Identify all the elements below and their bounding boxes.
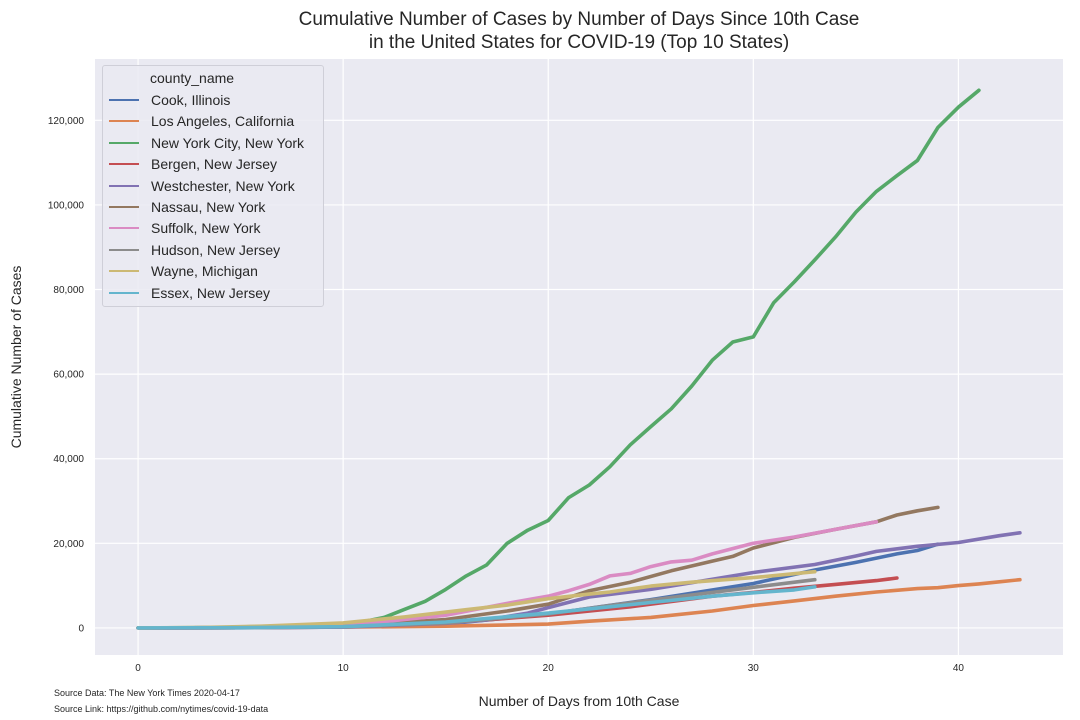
legend-swatch	[109, 206, 139, 208]
y-tick-label: 100,000	[48, 200, 85, 211]
legend-label: Hudson, New Jersey	[151, 241, 281, 258]
legend-swatch	[109, 291, 139, 294]
legend-swatch	[109, 163, 139, 166]
legend-item: Hudson, New Jersey	[109, 240, 280, 260]
series-line-new-york-city-new-york	[136, 88, 981, 630]
legend-item: Westchester, New York	[109, 176, 295, 196]
legend-swatch	[109, 248, 139, 251]
legend-title: county_name	[150, 70, 235, 86]
y-tick-label: 0	[78, 623, 84, 634]
y-tick-label: 40,000	[53, 454, 84, 465]
legend-item: Bergen, New Jersey	[109, 154, 277, 174]
legend-swatch	[109, 184, 139, 187]
legend-swatch	[109, 227, 139, 230]
x-tick-label: 0	[135, 663, 141, 674]
legend-label: Essex, New Jersey	[151, 284, 271, 301]
x-tick-label: 20	[543, 663, 555, 674]
y-tick-label: 80,000	[53, 285, 84, 296]
legend-item: Nassau, New York	[109, 197, 265, 217]
legend-swatch	[109, 120, 139, 123]
x-tick-label: 30	[748, 663, 760, 674]
legend-label: Westchester, New York	[151, 177, 295, 194]
x-axis-label: Number of Days from 10th Case	[479, 693, 680, 709]
chart-title-line-2: in the United States for COVID-19 (Top 1…	[368, 32, 790, 53]
legend-label: Cook, Illinois	[151, 92, 231, 108]
legend-label: Nassau, New York	[151, 199, 266, 215]
y-tick-label: 120,000	[48, 116, 85, 127]
legend-item: Wayne, Michigan	[109, 261, 258, 281]
tick-labels: 0 10 20 30 40 0 20,000 40,000 60,000 80,000 100,00…	[48, 116, 965, 674]
legend-item: Cook, Illinois	[109, 90, 230, 110]
y-axis-label: Cumulative Number of Cases	[8, 266, 24, 449]
legend-label: Bergen, New Jersey	[151, 156, 278, 173]
legend-label: New York City, New York	[151, 134, 305, 151]
legend-label: Wayne, Michigan	[151, 263, 258, 280]
source-data-note: Source Data: The New York Times 2020-04-…	[54, 688, 240, 698]
source-link-note: Source Link: https://github.com/nytimes/…	[54, 704, 269, 714]
y-tick-label: 20,000	[53, 539, 84, 550]
series-line-nassau-new-york	[136, 505, 940, 630]
series-line-essex-new-jersey	[136, 585, 817, 630]
legend-item: New York City, New York	[109, 133, 304, 153]
legend-item: Essex, New Jersey	[109, 283, 270, 303]
legend-label: Suffolk, New York	[151, 220, 261, 237]
legend-item: Suffolk, New York	[109, 218, 260, 238]
legend: county_name Cook, Illinois Los Angeles, C…	[102, 65, 324, 307]
legend-swatch	[109, 99, 139, 101]
legend-swatch	[109, 141, 139, 144]
series-lines	[136, 88, 1022, 630]
series-line-los-angeles-california	[136, 577, 1022, 630]
x-tick-label: 10	[338, 663, 350, 674]
y-tick-label: 60,000	[53, 370, 84, 381]
legend-item: Los Angeles, California	[109, 111, 294, 131]
series-line-suffolk-new-york	[136, 520, 879, 630]
legend-label: Los Angeles, California	[151, 113, 295, 130]
x-tick-label: 40	[953, 663, 965, 674]
legend-swatch	[109, 270, 139, 273]
chart-title-line-1: Cumulative Number of Cases by Number of …	[298, 9, 860, 30]
